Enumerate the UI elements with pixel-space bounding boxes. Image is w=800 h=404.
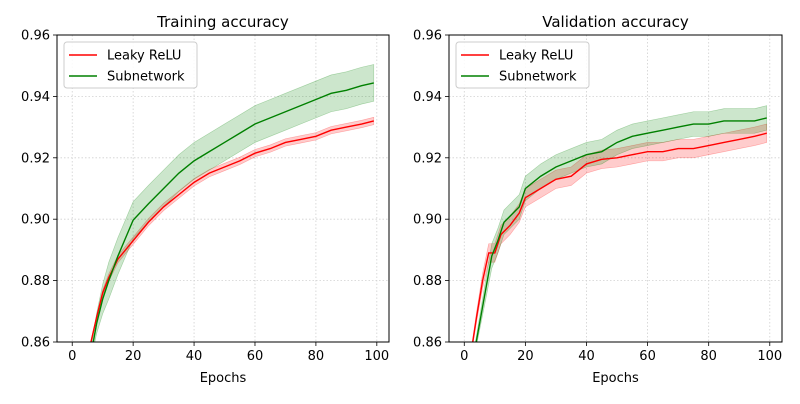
series-line-1 [92,82,374,342]
x-tick-label: 100 [364,349,389,364]
y-tick-label: 0.96 [413,29,442,44]
chart-panel-1: 0 20 40 60 80 100 0.86 0.88 0.90 0.92 0.94 0.96 Vali… [413,13,783,386]
y-tick-label: 0.96 [21,29,50,44]
series-band-1 [475,105,768,342]
axes-frame [56,34,390,343]
plot-area [90,64,375,342]
y-tick-label: 0.94 [413,90,442,105]
chart-panel-0: 0 20 40 60 80 100 0.86 0.88 0.90 0.92 0.94 0.96 Trai… [21,13,390,386]
y-tick-label: 0.92 [21,151,50,166]
legend-label-1: Subnetwork [107,70,185,85]
x-tick-label: 60 [247,349,264,364]
y-tick-label: 0.88 [413,274,442,289]
legend-label-0: Leaky ReLU [107,49,181,64]
axes-frame [448,34,783,343]
y-tick-label: 0.94 [21,90,50,105]
x-tick-label: 20 [517,349,534,364]
series-line-1 [475,117,767,342]
x-tick-label: 80 [308,349,325,364]
x-tick-label: 100 [757,349,782,364]
x-tick-label: 20 [125,349,142,364]
y-tick-label: 0.90 [21,213,50,228]
series-line-0 [472,132,767,342]
legend-box [63,41,198,89]
y-tick-label: 0.86 [413,336,442,351]
y-tick-label: 0.90 [413,213,442,228]
x-tick-label: 60 [639,349,656,364]
x-tick-label: 0 [460,349,468,364]
x-tick-label: 0 [68,349,76,364]
x-axis-label: Epochs [592,371,639,386]
y-tick-label: 0.92 [413,151,442,166]
series-band-0 [471,123,768,342]
legend: Leaky ReLU Subnetwork [63,41,198,89]
y-tick-label: 0.86 [21,336,50,351]
x-tick-label: 40 [186,349,203,364]
x-axis-label: Epochs [200,371,247,386]
x-tick-label: 40 [578,349,595,364]
chart-title: Validation accuracy [542,13,689,31]
legend: Leaky ReLU Subnetwork [455,41,590,89]
chart-title: Training accuracy [156,13,289,31]
x-tick-label: 80 [700,349,717,364]
legend-label-1: Subnetwork [499,70,577,85]
legend-label-0: Leaky ReLU [499,49,573,64]
plot-area [471,105,768,342]
y-tick-label: 0.88 [21,274,50,289]
series-band-0 [90,116,375,342]
legend-box [455,41,590,89]
